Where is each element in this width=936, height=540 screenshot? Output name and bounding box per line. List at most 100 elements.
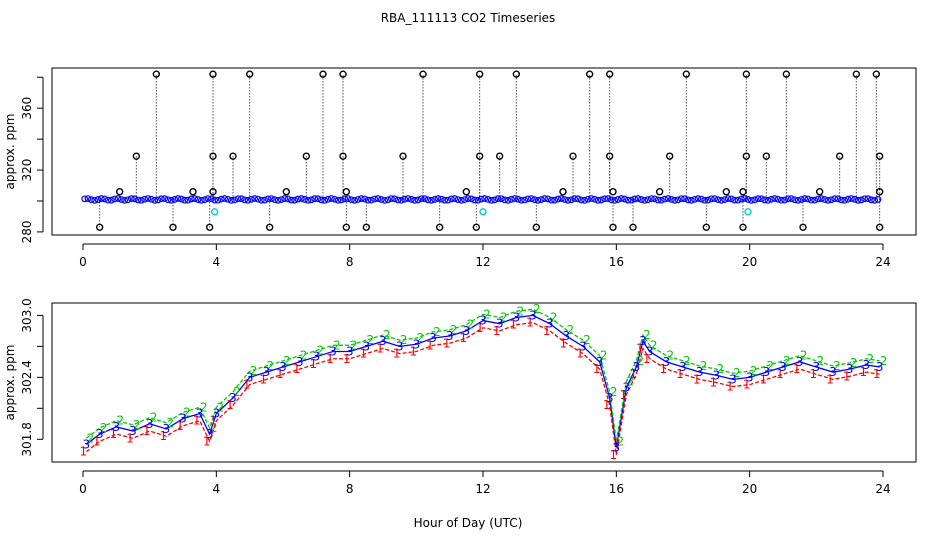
series-marker-2: 2 xyxy=(167,416,175,430)
outlier-high-point xyxy=(339,70,347,78)
outlier-low-point xyxy=(629,223,637,231)
x-tick-label: 4 xyxy=(213,255,221,269)
baseline-point xyxy=(664,195,672,202)
series-marker-1: 1 xyxy=(526,316,534,330)
baseline-point xyxy=(261,196,269,204)
series-marker-3: 3 xyxy=(679,360,687,374)
series-marker-2: 2 xyxy=(617,434,625,448)
baseline-point xyxy=(657,196,665,204)
series-marker-2: 2 xyxy=(217,400,225,414)
series-marker-3: 3 xyxy=(513,310,521,324)
baseline-point xyxy=(671,196,679,204)
outlier-mid-point xyxy=(339,152,347,160)
baseline-point xyxy=(814,195,822,203)
series-marker-2: 2 xyxy=(643,328,651,342)
baseline-point xyxy=(711,195,719,202)
series-marker-3: 3 xyxy=(579,339,587,353)
series-marker-2: 2 xyxy=(417,331,425,345)
series-marker-1: 1 xyxy=(293,362,301,376)
plot-frame xyxy=(51,302,917,463)
baseline-point xyxy=(451,195,459,202)
series-marker-3: 3 xyxy=(876,360,884,374)
baseline-point xyxy=(391,195,399,203)
baseline-point xyxy=(537,196,545,203)
x-tick-label: 24 xyxy=(875,255,890,269)
plot-frame xyxy=(51,67,917,236)
series-marker-2: 2 xyxy=(367,333,375,347)
baseline-point xyxy=(257,196,265,204)
baseline-point xyxy=(731,196,739,204)
baseline-point xyxy=(311,195,319,203)
outlier-low-point xyxy=(95,223,104,231)
baseline-point xyxy=(251,195,259,202)
series-marker-1: 1 xyxy=(343,352,351,366)
series-marker-3: 3 xyxy=(633,360,641,374)
outlier-mid-point xyxy=(762,152,771,160)
baseline-point xyxy=(124,196,132,204)
series-marker-2: 2 xyxy=(317,343,325,357)
baseline-point xyxy=(211,196,219,204)
series-marker-2: 2 xyxy=(450,323,458,337)
outlier-high-point xyxy=(852,70,861,78)
series-marker-1: 1 xyxy=(710,376,718,390)
series-marker-3: 3 xyxy=(496,317,504,331)
baseline-point xyxy=(354,196,362,203)
baseline-point xyxy=(674,196,682,204)
baseline-point xyxy=(547,196,555,204)
baseline-point xyxy=(571,195,579,203)
series-marker-3: 3 xyxy=(96,427,104,441)
baseline-point xyxy=(597,196,605,204)
x-tick-label: 4 xyxy=(213,482,221,496)
baseline-point xyxy=(361,195,369,203)
series-marker-3: 3 xyxy=(363,339,371,353)
baseline-point xyxy=(751,196,759,204)
x-tick-label: 8 xyxy=(346,482,354,496)
series-marker-1: 1 xyxy=(243,378,251,392)
series-marker-1: 1 xyxy=(493,324,501,338)
x-tick-label: 16 xyxy=(609,482,624,496)
near-baseline-point xyxy=(559,188,567,196)
baseline-point xyxy=(631,195,639,203)
series-marker-3: 3 xyxy=(213,406,221,420)
series-marker-2: 2 xyxy=(817,354,825,368)
near-baseline-point xyxy=(115,188,124,196)
baseline-point xyxy=(321,196,329,204)
series-marker-3: 3 xyxy=(83,437,91,451)
series-marker-1: 1 xyxy=(360,347,368,361)
baseline-point xyxy=(307,196,315,204)
baseline-point xyxy=(397,196,405,204)
baseline-point xyxy=(517,196,525,204)
baseline-point xyxy=(347,196,355,204)
series-marker-1: 1 xyxy=(543,324,551,338)
baseline-point xyxy=(111,195,119,203)
series-marker-1: 1 xyxy=(160,429,168,443)
series-marker-2: 2 xyxy=(850,356,858,370)
baseline-point xyxy=(147,195,155,203)
baseline-point xyxy=(174,195,182,202)
baseline-point xyxy=(87,196,95,204)
outlier-mid-point xyxy=(665,152,674,160)
baseline-point xyxy=(121,196,129,204)
outlier-high-point xyxy=(245,70,254,78)
series-marker-2: 2 xyxy=(117,414,125,428)
outlier-high-point xyxy=(152,70,161,78)
baseline-point xyxy=(194,196,202,203)
baseline-point xyxy=(417,195,425,203)
baseline-point xyxy=(377,196,385,203)
outlier-high-point xyxy=(682,70,691,78)
series-marker-1: 1 xyxy=(593,362,601,376)
baseline-point xyxy=(381,196,389,204)
y-tick-label: 360 xyxy=(20,97,34,120)
x-axis-label: Hour of Day (UTC) xyxy=(414,516,523,530)
baseline-point xyxy=(337,196,345,204)
baseline-point xyxy=(757,195,765,203)
series-marker-1: 1 xyxy=(693,372,701,386)
outlier-low-point xyxy=(205,223,214,231)
outlier-high-point xyxy=(209,70,217,78)
series-marker-2: 2 xyxy=(350,338,358,352)
x-tick-label: 20 xyxy=(742,482,757,496)
series-marker-3: 3 xyxy=(129,424,137,438)
baseline-point xyxy=(131,195,139,203)
outlier-low-point xyxy=(472,223,481,231)
